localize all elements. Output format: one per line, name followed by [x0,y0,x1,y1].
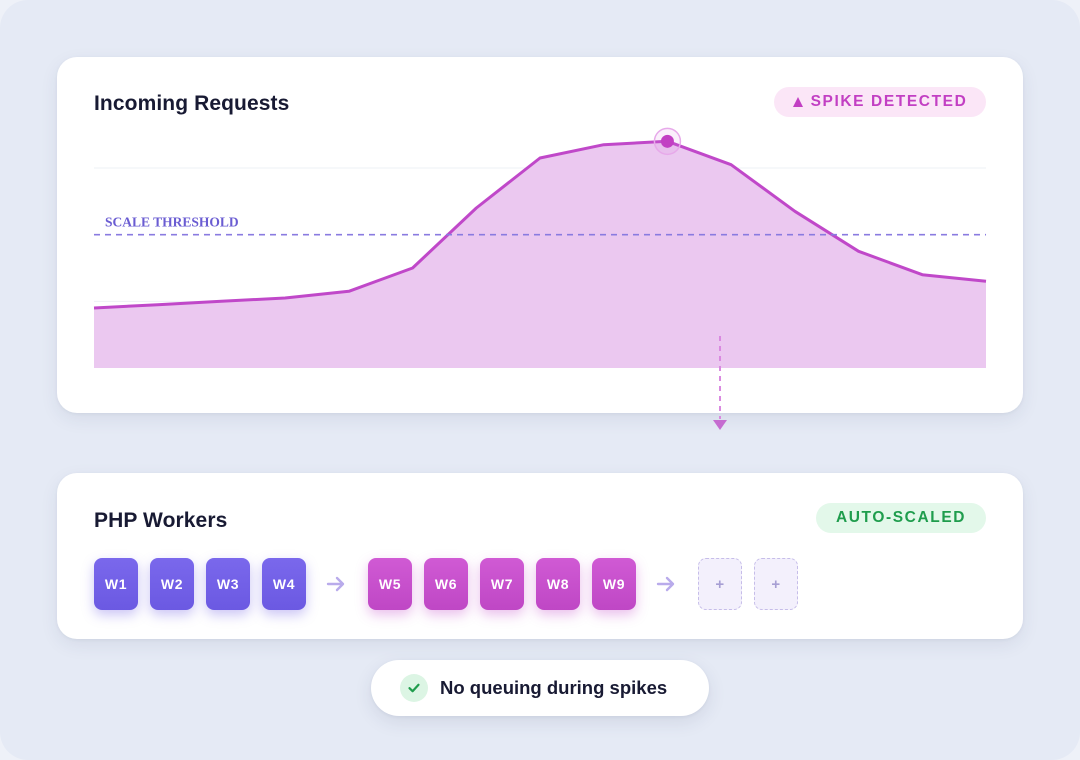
data-point [538,156,542,160]
warning-triangle-icon [792,96,803,107]
scale-trigger-arrow [713,336,727,430]
data-point [793,209,797,213]
data-point [156,303,160,307]
data-point [347,289,351,293]
data-point [729,163,733,167]
data-point [665,139,669,143]
workers-title: PHP Workers [94,509,228,532]
no-queuing-pill: No queuing during spikes [371,660,709,716]
spike-detected-badge: SPIKE DETECTED [774,87,986,117]
empty-worker-slot: + [754,558,798,610]
data-point [92,306,96,310]
worker-w6: W6 [424,558,468,610]
worker-w7: W7 [480,558,524,610]
php-workers-card: PHP Workers AUTO-SCALED W1 W2 W3 W4 W5 W… [57,473,1023,639]
data-point [920,273,924,277]
arrow-down-icon [713,420,727,430]
data-point [411,266,415,270]
worker-w1: W1 [94,558,138,610]
no-queuing-text: No queuing during spikes [440,677,668,698]
auto-scaled-badge: AUTO-SCALED [816,503,986,533]
requests-title: Incoming Requests [94,92,290,115]
worker-w5: W5 [368,558,412,610]
worker-w2: W2 [150,558,194,610]
arrow-right-icon [326,576,345,592]
worker-w3: W3 [206,558,250,610]
data-point [219,299,223,303]
empty-worker-slot: + [698,558,742,610]
check-icon [400,674,428,702]
requests-line [93,139,987,310]
worker-w9: W9 [592,558,636,610]
arrow-right-icon [656,576,675,592]
data-point [857,249,861,253]
requests-chart: SCALE THRESHOLD [92,127,988,368]
data-point [474,206,478,210]
data-point [602,143,606,147]
data-point [283,296,287,300]
requests-area [94,141,986,368]
worker-w4: W4 [262,558,306,610]
peak-marker [660,134,674,148]
scale-threshold-label: SCALE THRESHOLD [105,215,239,230]
data-point [984,279,988,283]
worker-w8: W8 [536,558,580,610]
spike-badge-label: SPIKE DETECTED [810,93,968,110]
incoming-requests-card: Incoming Requests SPIKE DETECTED SCALE T… [57,57,1023,413]
